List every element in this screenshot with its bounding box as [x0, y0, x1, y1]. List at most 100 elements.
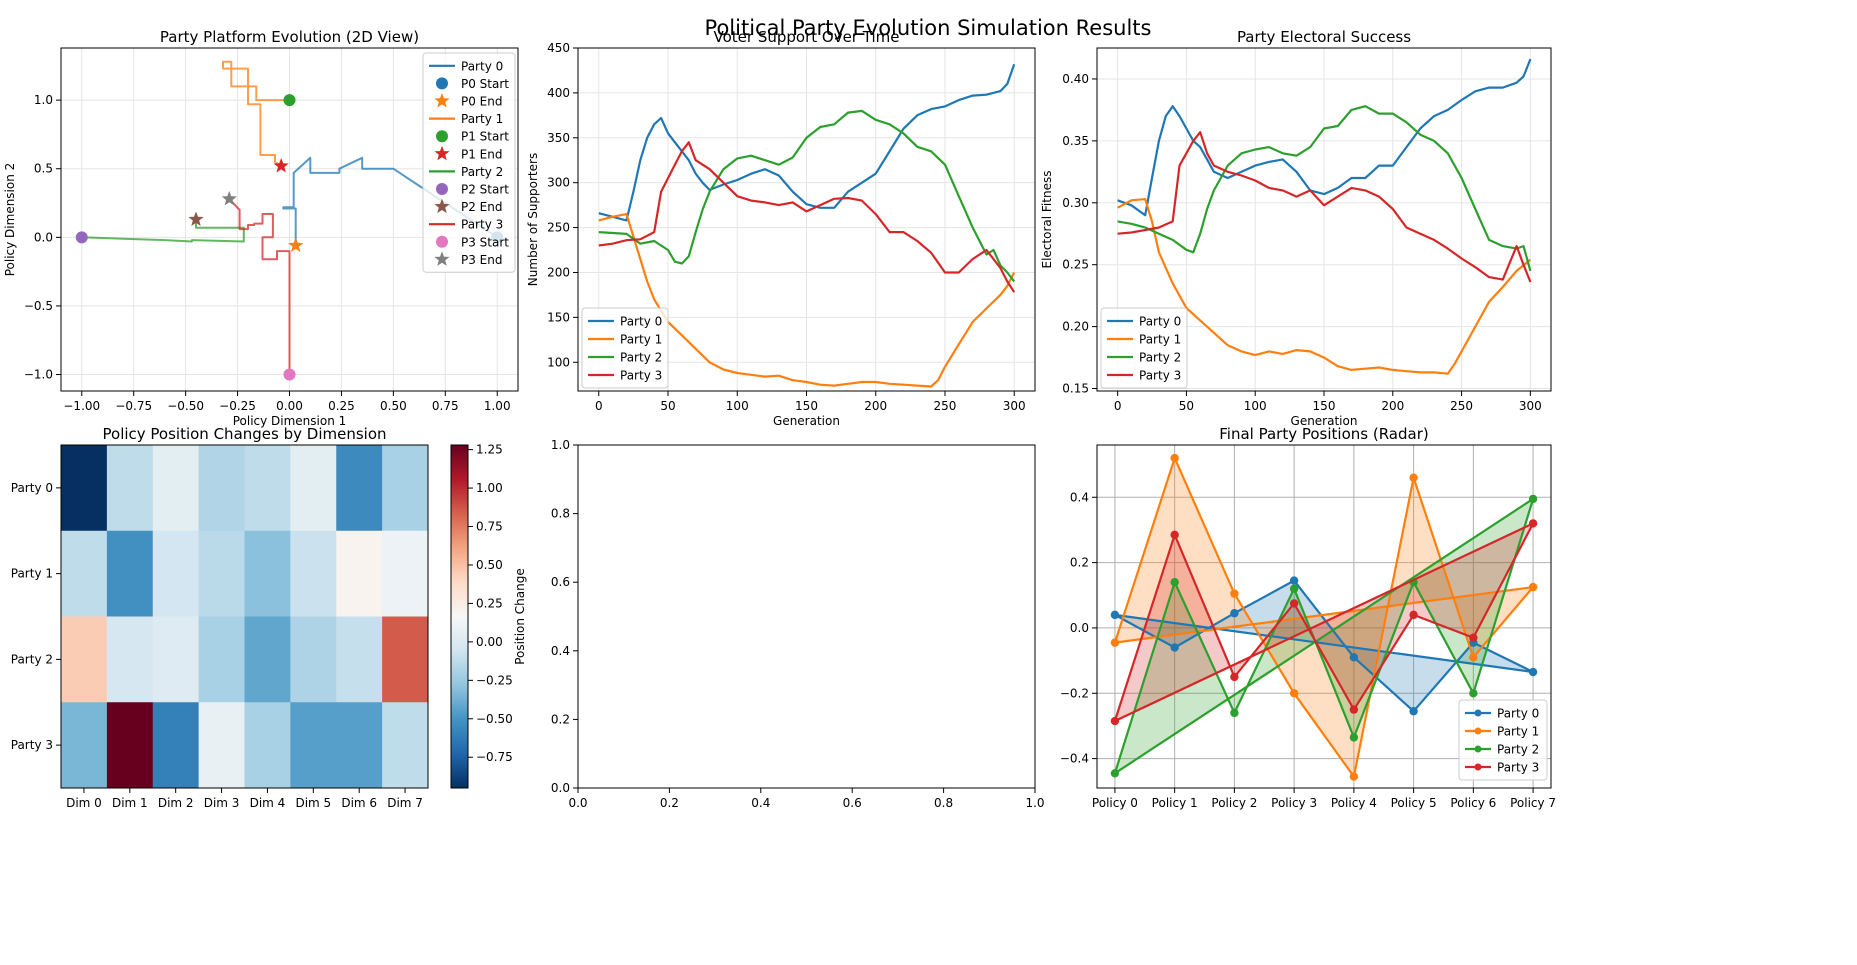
column-label: Dim 6: [341, 796, 377, 810]
y-tick-label: 0.0: [34, 230, 53, 244]
party-0-line: [598, 63, 1016, 222]
party-0-line: [1117, 58, 1532, 217]
heatmap-cell: [290, 616, 337, 703]
panel-empty-axes: 0.0 0.2 0.4 0.6 0.8 1.0 0.0 0.2 0.4 0.6 0.8 1.0: [551, 438, 1045, 810]
party-3-point: [1110, 716, 1120, 726]
y-tick-label: 150: [547, 310, 570, 324]
party-0-point: [1289, 576, 1299, 585]
party-0-point: [1230, 609, 1239, 618]
y-tick-label: 400: [547, 86, 570, 100]
colorbar-tick-label: −0.25: [476, 673, 513, 687]
colorbar: [450, 444, 469, 789]
colorbar-tick-label: 0.00: [476, 635, 503, 649]
party-1-line: [1117, 198, 1532, 375]
column-label: Dim 7: [387, 796, 423, 810]
panel-platform-evolution: −1.00 −0.75 −0.50 −0.25 0.00 0.25 0.50 0.75 1.00…: [3, 28, 519, 428]
row-label: Party 1: [11, 567, 53, 581]
x-tick-label: 0.8: [934, 796, 953, 810]
colorbar-tick-label: 0.75: [476, 520, 503, 534]
heatmap-cell: [382, 616, 429, 703]
x-tick-label: 0.75: [432, 399, 459, 413]
legend-label: Party 0: [620, 315, 662, 329]
party-3-line: [1117, 131, 1532, 283]
x-tick-label: 1.00: [484, 399, 511, 413]
heatmap-cell: [336, 616, 383, 703]
x-tick-label: 0.4: [751, 796, 770, 810]
x-axis-label: Generation: [1291, 414, 1358, 428]
party-1-start-marker: [283, 94, 296, 107]
party-3-point: [1528, 519, 1538, 528]
legend-label: P2 End: [461, 200, 503, 214]
legend-label: P3 Start: [461, 235, 509, 249]
legend-marker: [436, 130, 448, 143]
y-tick-label: −1.0: [24, 368, 53, 382]
panel-voter-support: 0 50 100 150 200 250 300 100 150 200 250 300 350 400 4…: [526, 28, 1036, 428]
y-tick-label: −0.5: [24, 299, 53, 313]
legend-marker: [1474, 727, 1482, 735]
x-axis-label: Policy Dimension 1: [233, 414, 347, 428]
legend-label: Party 2: [1139, 351, 1181, 365]
heatmap-cell: [382, 702, 429, 789]
y-tick-label: 0.0: [1070, 621, 1089, 635]
y-axis-label: Policy Dimension 2: [3, 163, 17, 277]
x-tick-label: 150: [1313, 399, 1336, 413]
panel-final-positions-radar: Policy 0 Policy 1 Policy 2 Policy 3 Policy 4…: [1060, 425, 1556, 810]
party-3-line: [598, 141, 1016, 293]
heatmap-cell: [106, 702, 154, 789]
party-2-point: [1110, 769, 1120, 778]
heatmap-cell: [244, 616, 291, 703]
x-tick-label: −0.50: [167, 399, 204, 413]
y-tick-label: 0.25: [1062, 258, 1089, 272]
legend-box: [422, 52, 516, 273]
heatmap-cell: [336, 445, 383, 532]
axes-frame: [577, 47, 1036, 392]
party-3-point: [1409, 610, 1418, 620]
x-tick-label: 0: [595, 399, 603, 413]
heatmap-cell: [244, 530, 291, 617]
party-3-point: [1289, 599, 1299, 608]
heatmap-cell: [106, 445, 154, 532]
heatmap-cell: [152, 445, 200, 532]
chart-title: Party Platform Evolution (2D View): [160, 28, 419, 46]
y-axis-label: Electoral Fitness: [1040, 171, 1054, 269]
legend-marker: [434, 198, 450, 214]
party-1-point: [1409, 473, 1418, 482]
y-axis-label: Number of Supporters: [526, 153, 540, 286]
axes-frame: [60, 444, 429, 789]
y-tick-label: 0.6: [551, 575, 570, 589]
heatmap-cell: [290, 530, 337, 617]
colorbar-tick-label: 0.50: [476, 558, 503, 572]
x-tick-label: 300: [1519, 399, 1542, 413]
panel-electoral-success: 0 50 100 150 200 250 300 0.15 0.20 0.25 0.30 0.35 0.…: [1040, 28, 1552, 428]
legend-label: Party 2: [461, 165, 503, 179]
party-0-point: [1110, 610, 1120, 620]
x-tick-label: 0.25: [328, 399, 355, 413]
party-3-start-marker: [283, 368, 296, 381]
party-3-point: [1170, 530, 1179, 540]
heatmap-cell: [244, 702, 291, 789]
party-2-point: [1349, 733, 1359, 742]
figure-suptitle: Political Party Evolution Simulation Res…: [705, 16, 1152, 40]
y-tick-label: 250: [547, 221, 570, 235]
legend-marker: [1474, 763, 1482, 771]
legend-label: Party 0: [1497, 707, 1539, 721]
x-tick-label: −0.75: [115, 399, 152, 413]
x-tick-label: 100: [726, 399, 749, 413]
legend-label: P1 End: [461, 147, 503, 161]
x-tick-label: 150: [795, 399, 818, 413]
y-tick-label: 1.0: [551, 438, 570, 452]
party-2-point: [1289, 584, 1299, 593]
heatmap-cell: [336, 530, 383, 617]
column-label: Dim 0: [66, 796, 102, 810]
heatmap-cell: [106, 530, 154, 617]
legend-label: P1 Start: [461, 130, 509, 144]
legend-marker: [436, 183, 448, 195]
legend-label: P2 Start: [461, 183, 509, 197]
party-2-point: [1469, 689, 1478, 698]
x-tick-label: Policy 6: [1450, 796, 1496, 810]
party-2-line: [1117, 105, 1532, 272]
legend-label: Party 3: [1497, 761, 1539, 775]
x-tick-label: 200: [1381, 399, 1404, 413]
colorbar-label: Position Change: [513, 568, 527, 664]
party-2-end-marker: [188, 211, 204, 226]
